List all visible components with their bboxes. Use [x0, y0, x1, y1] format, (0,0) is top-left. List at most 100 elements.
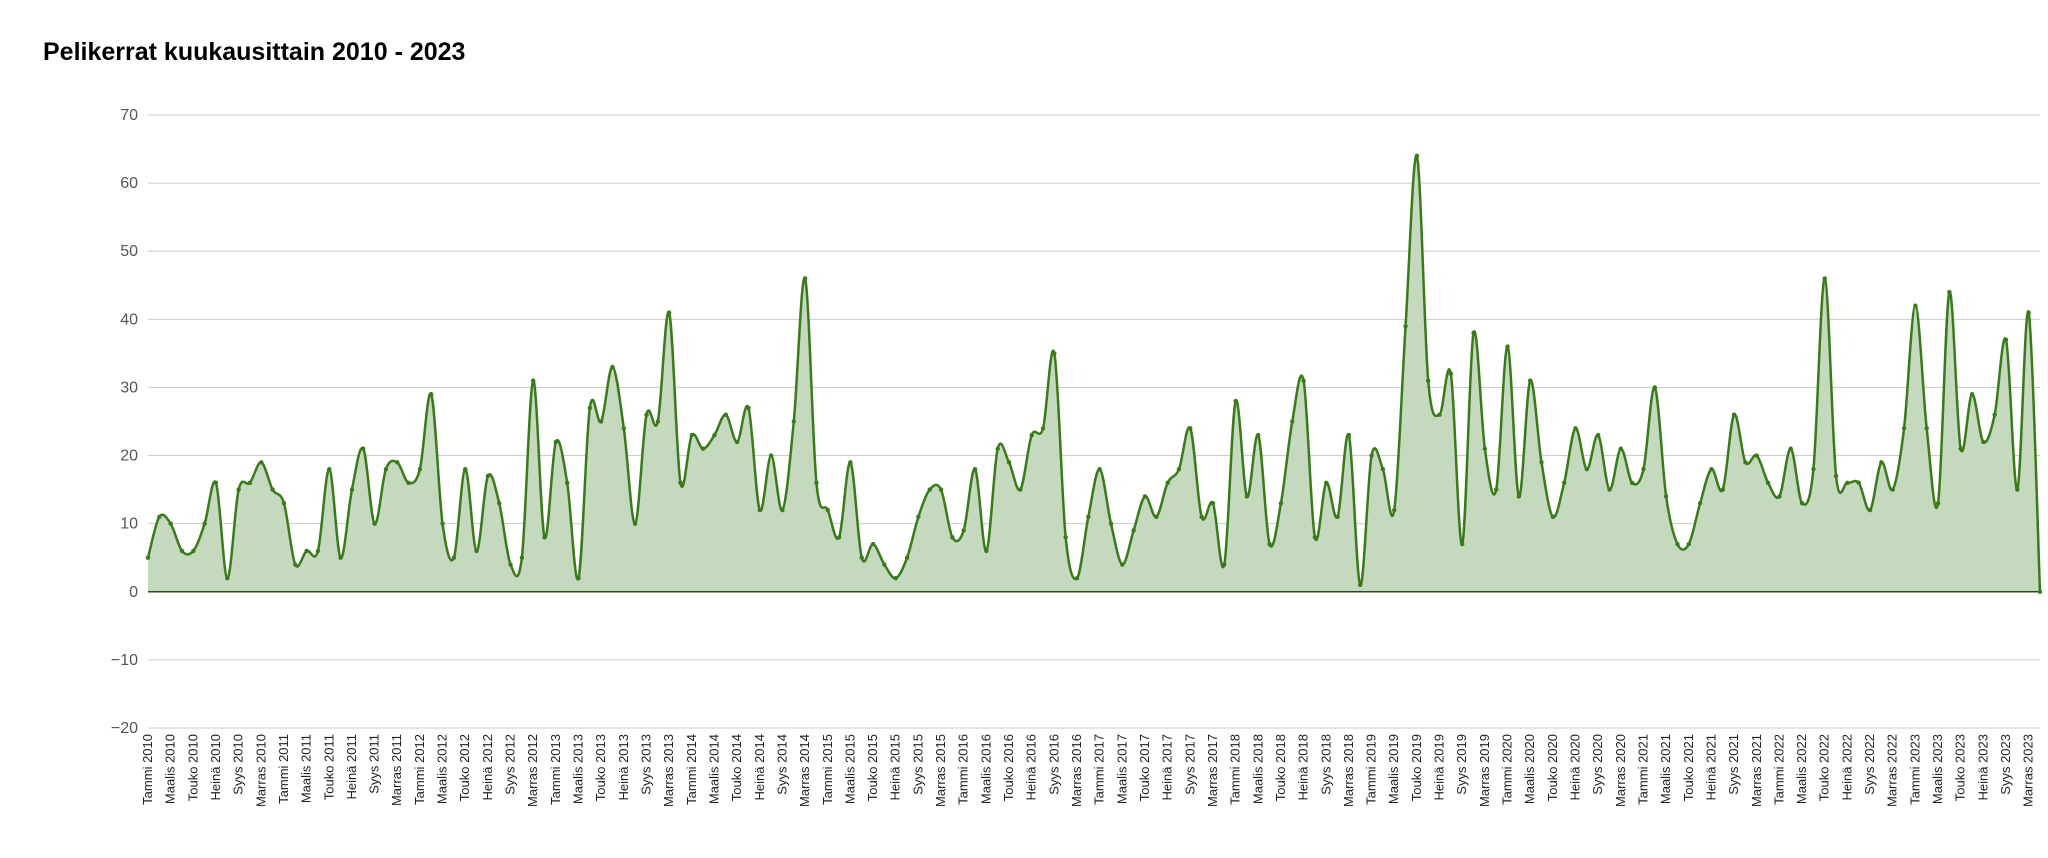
data-point [417, 466, 423, 472]
x-tick-label: Marras 2022 [1885, 734, 1900, 807]
x-tick-label: Touko 2023 [1953, 734, 1968, 801]
data-point [1029, 432, 1034, 438]
y-tick-label: 40 [120, 311, 138, 328]
data-point [451, 555, 457, 560]
x-tick-label: Heinä 2013 [616, 734, 631, 801]
data-point [1901, 426, 1907, 431]
y-axis-ticks: −20 −10 0 10 20 30 40 50 60 70 [111, 107, 138, 737]
data-point [1709, 466, 1714, 472]
data-point [1267, 541, 1272, 547]
data-point [1822, 276, 1827, 281]
data-point [1233, 398, 1238, 404]
data-point [1992, 412, 1997, 417]
data-point [1199, 514, 1204, 520]
x-tick-label: Tammi 2017 [1092, 734, 1107, 805]
data-point [1063, 535, 1068, 540]
data-point [1754, 453, 1759, 458]
x-tick-label: Maalis 2022 [1794, 734, 1809, 804]
data-point [1392, 507, 1397, 513]
x-tick-label: Tammi 2013 [548, 734, 563, 805]
data-point [338, 555, 343, 560]
data-point [1460, 541, 1465, 547]
x-tick-label: Maalis 2013 [571, 734, 586, 804]
data-point [429, 392, 434, 397]
x-tick-label: Maalis 2016 [978, 734, 993, 804]
x-tick-label: Touko 2015 [865, 734, 880, 801]
data-point [1561, 480, 1567, 485]
data-point [1527, 378, 1533, 383]
data-point [893, 575, 898, 581]
data-point [1244, 494, 1250, 499]
data-point [848, 460, 853, 465]
data-point [1006, 460, 1012, 465]
x-tick-label: Tammi 2018 [1228, 734, 1243, 805]
data-point [1765, 480, 1771, 485]
x-tick-label: Maalis 2010 [163, 734, 178, 804]
data-point [293, 562, 298, 567]
x-tick-label: Syys 2017 [1182, 734, 1197, 795]
x-tick-label: Touko 2022 [1817, 734, 1832, 801]
data-point [463, 466, 468, 472]
data-point [1403, 323, 1408, 329]
x-tick-label: Maalis 2020 [1522, 734, 1537, 804]
x-tick-label: Tammi 2023 [1907, 734, 1922, 805]
data-point [553, 439, 559, 445]
x-tick-label: Tammi 2022 [1771, 734, 1786, 805]
data-point [542, 535, 547, 540]
y-tick-label: 30 [120, 379, 138, 396]
data-point [972, 466, 978, 472]
y-tick-label: 60 [120, 175, 138, 192]
x-tick-label: Heinä 2023 [1975, 734, 1990, 801]
data-point [2003, 337, 2009, 342]
data-point [1380, 466, 1386, 472]
data-point [157, 514, 162, 520]
data-point [327, 466, 332, 472]
data-point [825, 507, 830, 513]
data-point [882, 562, 887, 567]
y-tick-label: 70 [120, 107, 138, 124]
data-point [1607, 487, 1612, 492]
data-point [1426, 378, 1431, 383]
x-tick-label: Heinä 2016 [1024, 734, 1039, 801]
data-point [1120, 562, 1125, 567]
x-tick-label: Touko 2016 [1001, 734, 1016, 801]
x-tick-label: Syys 2019 [1454, 734, 1469, 795]
data-point [1811, 466, 1816, 472]
data-point [700, 446, 706, 451]
data-point [1595, 432, 1601, 438]
x-tick-label: Heinä 2014 [752, 734, 767, 801]
data-point [225, 575, 230, 581]
data-point [1052, 351, 1057, 356]
data-point [870, 541, 876, 547]
data-point [1618, 446, 1624, 451]
data-point [1697, 501, 1703, 506]
data-point [168, 521, 173, 526]
x-tick-label: Marras 2010 [253, 734, 268, 807]
x-tick-label: Syys 2018 [1318, 734, 1333, 795]
data-point [247, 480, 253, 485]
x-tick-label: Heinä 2017 [1160, 734, 1175, 801]
x-tick-label: Tammi 2021 [1635, 734, 1650, 805]
x-tick-label: Heinä 2011 [344, 734, 359, 800]
x-tick-label: Marras 2015 [933, 734, 948, 807]
data-point [145, 555, 151, 560]
y-tick-label: 0 [129, 584, 138, 601]
x-tick-label: Syys 2020 [1590, 734, 1605, 795]
data-point [564, 480, 570, 485]
data-point [1856, 480, 1861, 485]
x-tick-label: Maalis 2023 [1930, 734, 1945, 804]
data-point [1652, 385, 1658, 390]
x-tick-label: Maalis 2012 [435, 734, 450, 804]
y-tick-label: 20 [120, 448, 138, 465]
y-tick-label: 10 [120, 516, 138, 533]
data-point [485, 473, 491, 479]
data-point [791, 419, 796, 424]
data-point [768, 453, 774, 458]
x-tick-label: Touko 2021 [1681, 734, 1696, 801]
data-point [1641, 466, 1646, 472]
x-tick-label: Heinä 2018 [1296, 734, 1311, 801]
y-tick-label: 50 [120, 243, 138, 260]
data-point [270, 487, 275, 492]
x-tick-label: Marras 2018 [1341, 734, 1356, 807]
